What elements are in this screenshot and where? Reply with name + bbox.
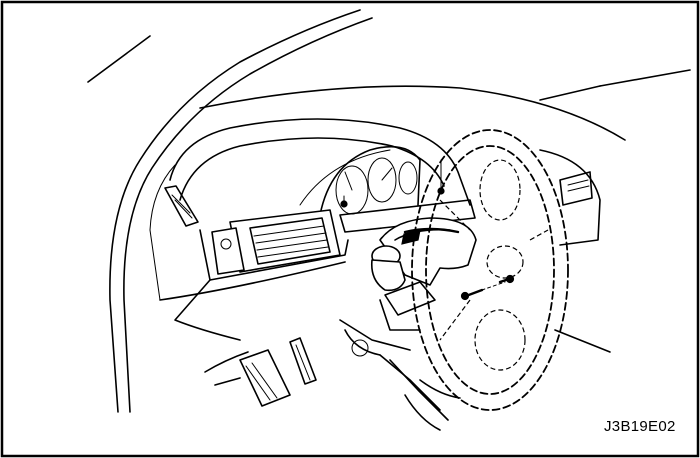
cluster-bezel	[339, 199, 476, 233]
seat-edge	[554, 329, 611, 353]
brake-pedal	[239, 349, 291, 407]
under-dash-mechanics	[339, 319, 461, 431]
accelerator-pedal	[289, 337, 317, 385]
upper-column-shroud	[379, 217, 477, 286]
windshield-mid	[539, 85, 601, 101]
lower-column-shroud	[379, 281, 436, 331]
gauge-cluster	[319, 145, 445, 216]
figure-code: J3B19E02	[604, 418, 676, 435]
pedal-base	[214, 377, 241, 386]
steering-wheel-dashed	[411, 129, 569, 411]
windshield-right	[599, 69, 691, 87]
center-vent	[211, 209, 341, 275]
right-dashboard	[539, 149, 601, 246]
instrument-hood	[169, 118, 471, 206]
floor-edge	[204, 351, 249, 373]
left-side-vent	[164, 185, 199, 227]
a-pillar	[109, 9, 373, 413]
dashboard-body	[159, 229, 349, 341]
windshield-line	[87, 35, 151, 83]
shroud-screw-left	[460, 281, 506, 301]
dash-top-edge	[199, 85, 626, 141]
stalk-knob	[370, 245, 406, 292]
